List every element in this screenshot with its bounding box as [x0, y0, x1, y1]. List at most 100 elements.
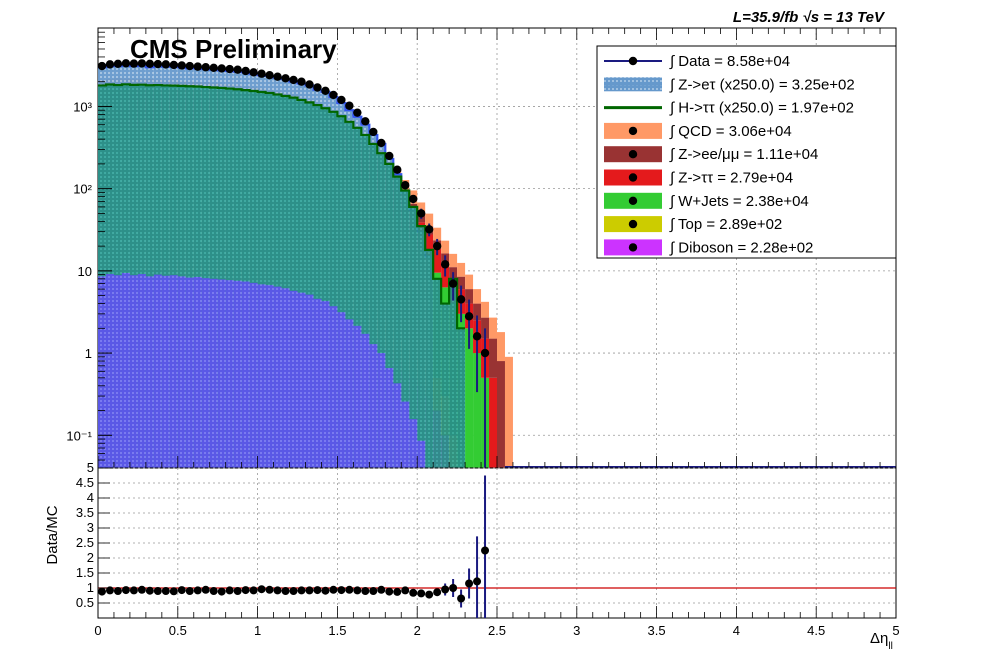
signal-low-band: [105, 274, 114, 468]
legend-entry-label: ∫ Z->ττ = 2.79e+04: [669, 170, 793, 187]
legend-marker-point: [628, 196, 638, 205]
data-point: [464, 312, 474, 321]
data-point: [137, 59, 147, 68]
data-point: [297, 77, 306, 86]
signal-low-band: [385, 368, 394, 468]
legend-entry-label: ∫ Z->ee/μμ = 1.11e+04: [669, 146, 818, 163]
signal-low-band: [369, 344, 378, 468]
ratio-point: [145, 586, 154, 595]
ratio-y-tick-label: 3.5: [76, 505, 94, 520]
overlay-bar: [337, 116, 346, 468]
signal-low-band: [193, 276, 202, 468]
stack-bar: [433, 248, 442, 273]
signal-low-band: [345, 319, 354, 468]
ratio-point: [249, 586, 258, 595]
data-point: [201, 63, 210, 72]
stack-bar: [465, 274, 474, 290]
ratio-y-tick-label: 1: [87, 580, 94, 595]
main-y-axis: 10⁻¹ 1 10 10² 10³: [66, 27, 897, 469]
stack-bar: [489, 377, 497, 468]
stack-bar: [489, 317, 497, 339]
stack-bar: [465, 289, 474, 304]
overlay-bar: [321, 108, 330, 468]
stack-bar: [497, 332, 505, 362]
data-point: [432, 241, 442, 251]
main-data-points: [97, 59, 896, 468]
ratio-point: [329, 585, 338, 594]
signal-low-band: [153, 274, 162, 468]
overlay-bar: [313, 105, 322, 468]
ratio-point: [409, 588, 418, 597]
ratio-point: [393, 587, 402, 596]
overlay-bar: [401, 190, 410, 469]
overlay-bar: [257, 91, 266, 469]
ratio-point: [225, 586, 234, 595]
data-point: [401, 181, 410, 190]
signal-low-band: [289, 290, 298, 468]
signal-low-band: [161, 275, 170, 468]
legend-marker-point: [628, 56, 638, 66]
data-point: [121, 59, 131, 68]
cms-title: CMS Preliminary: [130, 34, 337, 64]
ratio-point: [313, 586, 322, 595]
stack-bar: [473, 289, 482, 304]
ratio-point: [265, 585, 274, 594]
ratio-point: [113, 587, 122, 595]
overlay-bar: [265, 92, 274, 468]
legend-marker-point: [628, 243, 638, 252]
legend-marker-point: [628, 219, 638, 229]
data-point: [409, 194, 418, 204]
signal-low-band: [417, 440, 426, 468]
data-point: [145, 59, 155, 69]
legend-entry-label: ∫ Top = 2.89e+02: [669, 216, 782, 233]
data-point: [97, 61, 107, 71]
ratio-point: [353, 586, 362, 595]
x-tick-label: 2.5: [488, 623, 506, 638]
lumi-label: L=35.9/fb √s = 13 TeV: [733, 9, 886, 26]
data-point: [321, 86, 330, 96]
legend-marker-point: [628, 173, 638, 182]
ratio-point: [209, 587, 218, 595]
data-point: [424, 225, 434, 234]
ratio-point: [473, 577, 482, 586]
overlay-bar: [225, 88, 234, 469]
stack-bar: [497, 361, 505, 468]
ratio-point: [193, 586, 202, 595]
ratio-point: [273, 586, 282, 595]
ratio-point: [137, 585, 146, 594]
legend-entry-label: ∫ Data = 8.58e+04: [669, 53, 790, 70]
legend-entry-label: ∫ Diboson = 2.28e+02: [669, 239, 813, 256]
legend-entry-label: ∫ QCD = 3.06e+04: [669, 123, 792, 140]
signal-low-band: [217, 279, 226, 468]
x-tick-label: 1.5: [328, 623, 346, 638]
signal-low-band: [321, 301, 330, 468]
signal-low-band: [177, 276, 186, 468]
data-point: [257, 69, 266, 78]
stack-bar: [489, 338, 497, 378]
overlay-bar: [409, 206, 418, 469]
signal-low-band: [241, 281, 250, 468]
overlay-bar: [361, 134, 370, 468]
ratio-point: [105, 586, 114, 595]
signal-low-band: [337, 312, 346, 468]
stack-bar: [433, 227, 442, 241]
data-point: [161, 60, 171, 69]
x-tick-label: 0: [94, 623, 101, 638]
data-point: [177, 61, 186, 70]
overlay-bar: [297, 99, 306, 469]
overlay-bar: [201, 87, 210, 469]
overlay-bar: [449, 278, 458, 468]
signal-low-band: [121, 272, 130, 468]
ratio-point: [433, 588, 442, 597]
stack-bar: [449, 253, 458, 268]
ratio-point: [481, 546, 490, 555]
y-tick-label: 1: [85, 346, 92, 361]
x-tick-label: 3: [573, 623, 580, 638]
data-point: [281, 74, 290, 83]
ratio-point: [281, 587, 290, 595]
overlay-bar: [457, 328, 466, 468]
legend-marker-point: [628, 126, 638, 136]
ratio-point: [417, 589, 426, 598]
signal-low-band: [145, 276, 154, 468]
ratio-y-axis-label: Data/MC: [44, 505, 61, 564]
